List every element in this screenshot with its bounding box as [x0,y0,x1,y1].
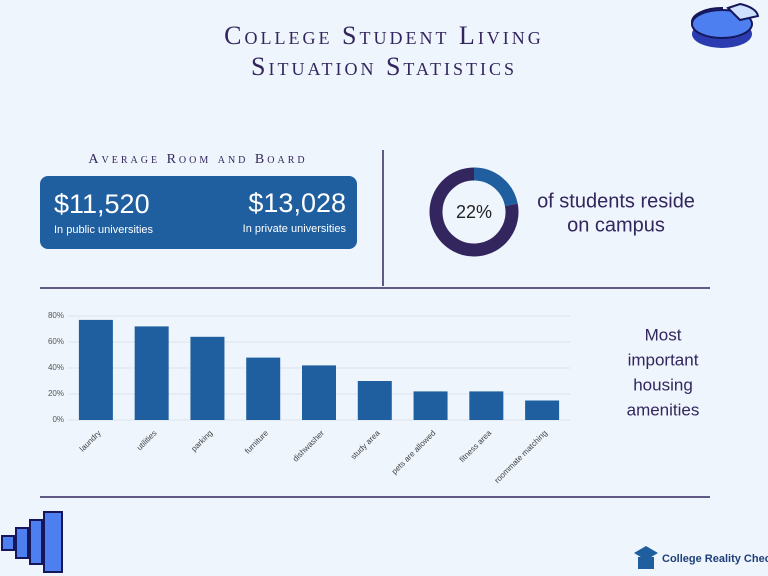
price: $13,028 [248,188,346,218]
chart-title-line: amenities [627,400,700,419]
bar [525,400,560,420]
price-note: In public universities [54,224,154,236]
bar [78,319,113,420]
bar [134,326,169,420]
x-tick-label: roommate matching [493,429,549,485]
donut-segment [473,167,518,207]
donut-segment [429,167,519,257]
donut-caption: on campus [567,214,665,236]
x-tick-label: utilities [135,429,159,453]
chart-title-line: Most [645,325,682,344]
brand-name: College Reality Check [662,553,768,565]
y-tick-label: 0% [52,415,64,424]
bar [246,357,281,420]
y-tick-label: 40% [48,363,64,372]
x-tick-label: pets are allowed [390,429,438,477]
chart-title-line: important [628,350,699,369]
pie-icon [690,2,760,48]
y-tick-label: 60% [48,337,64,346]
bar [190,336,225,420]
bar [469,391,504,420]
donut-label: 22% [456,202,492,222]
section-heading: Average Room and Board [88,152,307,167]
title-line: College Student Living [224,21,544,50]
price-box [40,176,357,249]
brand-logo [634,546,658,569]
price: $11,520 [54,189,150,219]
y-tick-label: 80% [48,311,64,320]
bar [357,381,392,420]
x-tick-label: dishwasher [291,428,326,463]
bar-icon [1,511,63,573]
title-line: Situation Statistics [251,52,517,81]
x-tick-label: parking [189,429,214,454]
chart-title-line: housing [633,375,693,394]
x-tick-label: furniture [243,428,271,456]
donut-caption: of students reside [537,190,695,212]
price-note: In private universities [243,223,347,235]
x-tick-label: fitness area [458,428,494,464]
y-tick-label: 20% [48,389,64,398]
x-tick-label: study area [349,428,382,461]
bar [302,365,336,420]
x-tick-label: laundry [78,429,103,454]
bar [413,391,448,420]
